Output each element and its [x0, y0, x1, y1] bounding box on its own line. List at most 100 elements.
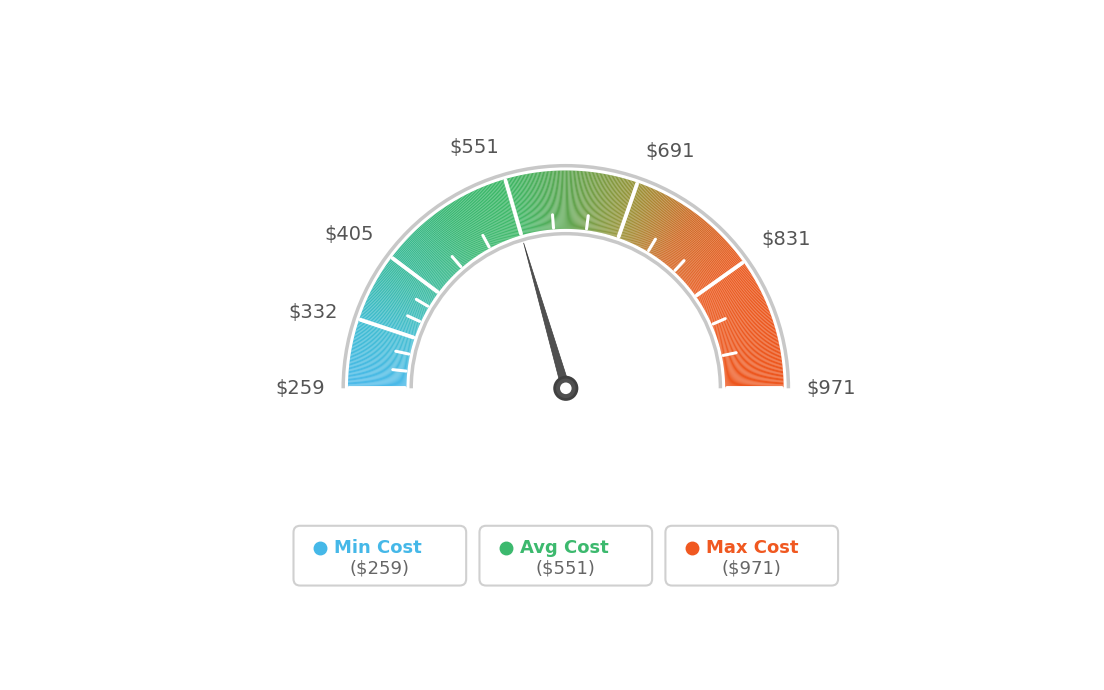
Wedge shape — [391, 258, 438, 294]
Wedge shape — [484, 186, 507, 241]
Wedge shape — [712, 303, 767, 327]
Wedge shape — [489, 184, 511, 239]
Wedge shape — [702, 276, 753, 307]
Wedge shape — [352, 345, 410, 357]
Wedge shape — [518, 175, 532, 233]
Wedge shape — [360, 316, 415, 336]
Wedge shape — [628, 188, 652, 242]
Wedge shape — [400, 246, 445, 285]
Wedge shape — [471, 191, 498, 244]
Wedge shape — [595, 174, 606, 232]
Wedge shape — [353, 339, 411, 353]
Wedge shape — [645, 199, 676, 250]
Wedge shape — [615, 181, 635, 237]
Wedge shape — [530, 173, 541, 231]
Wedge shape — [379, 275, 429, 306]
Wedge shape — [652, 205, 684, 255]
Wedge shape — [686, 244, 730, 284]
Wedge shape — [572, 170, 575, 229]
Wedge shape — [666, 219, 703, 265]
Wedge shape — [675, 228, 715, 272]
Wedge shape — [708, 288, 760, 316]
Wedge shape — [357, 325, 413, 343]
Wedge shape — [585, 172, 593, 230]
Wedge shape — [352, 344, 410, 357]
FancyBboxPatch shape — [479, 526, 652, 586]
Wedge shape — [712, 302, 766, 326]
Wedge shape — [627, 187, 651, 241]
Wedge shape — [672, 226, 712, 270]
Wedge shape — [349, 366, 407, 373]
Wedge shape — [383, 268, 433, 302]
Wedge shape — [646, 200, 677, 251]
Wedge shape — [694, 260, 743, 295]
Wedge shape — [487, 185, 509, 239]
Wedge shape — [351, 350, 408, 362]
Wedge shape — [576, 171, 582, 229]
Wedge shape — [438, 211, 473, 259]
Wedge shape — [351, 349, 410, 360]
Wedge shape — [701, 274, 752, 306]
Wedge shape — [659, 212, 694, 260]
Wedge shape — [501, 180, 519, 236]
Wedge shape — [723, 350, 781, 362]
Wedge shape — [433, 215, 469, 262]
Wedge shape — [725, 375, 783, 380]
Wedge shape — [584, 172, 592, 230]
Wedge shape — [660, 213, 696, 261]
Wedge shape — [406, 239, 449, 280]
Text: $332: $332 — [288, 303, 338, 322]
Wedge shape — [680, 236, 723, 278]
Wedge shape — [720, 334, 777, 350]
Wedge shape — [562, 170, 564, 229]
Wedge shape — [352, 346, 410, 358]
Wedge shape — [529, 173, 540, 231]
Wedge shape — [401, 245, 446, 284]
Wedge shape — [655, 208, 688, 257]
Wedge shape — [349, 364, 407, 371]
Wedge shape — [447, 205, 479, 255]
Wedge shape — [348, 377, 406, 382]
Wedge shape — [634, 191, 660, 244]
Wedge shape — [658, 210, 692, 259]
Wedge shape — [649, 202, 680, 253]
Wedge shape — [469, 193, 496, 246]
Wedge shape — [620, 184, 643, 239]
Wedge shape — [440, 210, 475, 258]
Wedge shape — [450, 203, 482, 253]
Wedge shape — [723, 351, 781, 362]
Wedge shape — [508, 178, 524, 235]
Wedge shape — [648, 201, 679, 252]
Wedge shape — [701, 273, 751, 304]
Wedge shape — [528, 174, 539, 231]
Wedge shape — [696, 262, 744, 297]
Wedge shape — [507, 179, 523, 235]
Wedge shape — [374, 284, 426, 313]
Wedge shape — [686, 245, 731, 284]
Wedge shape — [429, 218, 467, 264]
Wedge shape — [693, 257, 741, 293]
Wedge shape — [355, 329, 413, 346]
Wedge shape — [349, 369, 407, 375]
Wedge shape — [631, 190, 657, 244]
Wedge shape — [408, 237, 452, 279]
Wedge shape — [380, 274, 431, 306]
Wedge shape — [373, 284, 426, 313]
Wedge shape — [476, 190, 501, 244]
Wedge shape — [630, 190, 656, 244]
Wedge shape — [428, 219, 466, 265]
Wedge shape — [395, 252, 442, 289]
Wedge shape — [662, 215, 699, 262]
Wedge shape — [638, 194, 666, 247]
Wedge shape — [436, 213, 471, 261]
Wedge shape — [418, 227, 459, 270]
Wedge shape — [443, 208, 476, 257]
Wedge shape — [659, 211, 693, 259]
Wedge shape — [348, 384, 406, 386]
Wedge shape — [388, 262, 436, 297]
Wedge shape — [700, 272, 751, 304]
Wedge shape — [724, 368, 783, 374]
Wedge shape — [591, 173, 602, 231]
Wedge shape — [503, 179, 521, 235]
Wedge shape — [520, 175, 533, 233]
